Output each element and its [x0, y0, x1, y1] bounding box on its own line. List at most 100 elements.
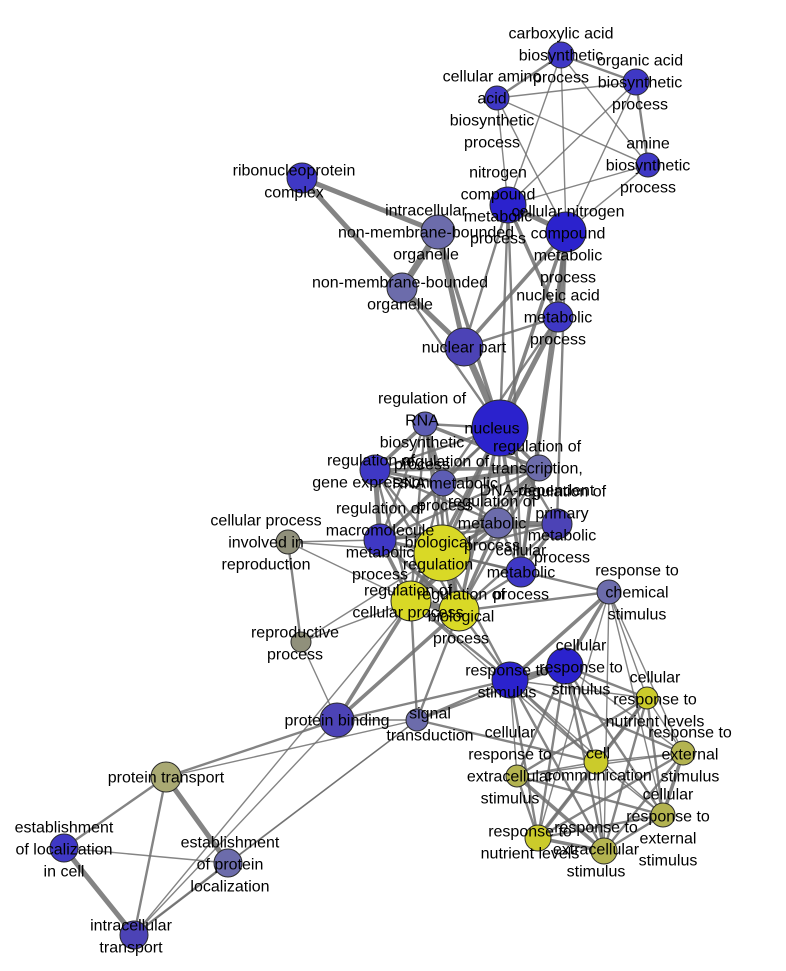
node-resp-extracell[interactable]: [590, 837, 618, 865]
node-reg-macromol[interactable]: [363, 523, 397, 557]
edge-reg-cell-proc-prot-bind: [335, 599, 413, 722]
node-resp-stim[interactable]: [491, 661, 529, 699]
node-cell-metabolic[interactable]: [505, 556, 537, 588]
node-reg-met[interactable]: [482, 507, 514, 539]
node-label-cell-nitrogen: cellular nitrogen compound metabolic proces…: [512, 204, 625, 287]
node-label-reg-primary: regulation of primary metabolic process: [518, 484, 607, 567]
edge-resp-stim-cell-resp-nutrient: [509, 679, 648, 699]
node-bio-reg[interactable]: [413, 524, 471, 582]
node-label-reg-cell-proc: regulation of cellular process: [352, 583, 463, 622]
edge-carboxylic-nitrogen-compound: [507, 54, 562, 206]
node-label-ribonucleoprotein: ribonucleoprotein complex: [233, 163, 356, 202]
edge-reg-transcription-reg-rna-met: [440, 465, 542, 486]
edge-est-loc-cell-est-prot-loc: [63, 847, 229, 864]
edge-organic-cell-nitrogen: [565, 81, 637, 233]
edge-cell-resp-extracell-cell-resp-external: [515, 774, 665, 817]
node-nitrogen-compound[interactable]: [489, 186, 527, 224]
edge-reg-macromol-reg-primary: [378, 522, 559, 542]
node-resp-nutrient[interactable]: [524, 824, 552, 852]
node-reg-rna-met[interactable]: [429, 469, 457, 497]
node-cell-nitrogen[interactable]: [545, 211, 587, 253]
node-nucleus[interactable]: [471, 399, 529, 457]
node-label-cell-resp-nutrient: cellular response to nutrient levels: [606, 670, 705, 731]
edge-cell-resp-stim-resp-external: [564, 665, 684, 754]
node-cell-resp-stim[interactable]: [546, 647, 584, 685]
node-cell-resp-external[interactable]: [650, 802, 676, 828]
edge-resp-external-resp-nutrient: [536, 751, 685, 840]
node-label-reg-met: regulation of metabolic process: [448, 494, 537, 555]
node-carboxylic[interactable]: [547, 41, 575, 69]
edge-cell-amino-cell-nitrogen: [496, 97, 567, 233]
node-sig-trans[interactable]: [405, 708, 429, 732]
node-label-organic: organic acid biosynthetic process: [597, 53, 683, 114]
node-label-amine: amine biosynthetic process: [606, 136, 691, 197]
edge-cell-resp-stim-cell-resp-extracell: [515, 664, 567, 778]
node-label-nuclear-part: nuclear part: [422, 340, 507, 357]
node-reg-gene-expr[interactable]: [359, 454, 391, 486]
node-label-nucleus: nucleus: [464, 421, 519, 438]
edge-organic-cell-amino: [496, 81, 637, 99]
node-reg-cell-proc[interactable]: [390, 580, 432, 622]
node-organic[interactable]: [622, 68, 650, 96]
edge-cpir-reg-cell-proc: [287, 541, 412, 602]
node-label-nmbo: non-membrane-bounded organelle: [312, 275, 488, 314]
edge-sig-trans-cell-resp-stim: [415, 664, 567, 722]
edge-prot-bind-intra-transport: [133, 719, 338, 936]
edge-intra-transport-sig-trans: [133, 719, 418, 936]
node-intra-nmbo[interactable]: [420, 214, 456, 250]
node-label-nucleic-acid: nucleic acid metabolic process: [516, 288, 600, 349]
node-label-resp-stim: response to stimulus: [465, 663, 549, 702]
node-reg-rna-bio[interactable]: [412, 411, 438, 437]
node-label-cell-resp-extracell: cellular response to extracellular stimulus: [467, 725, 554, 808]
node-resp-external[interactable]: [670, 740, 696, 766]
edge-reg-transcription-reg-macromol: [378, 466, 541, 542]
node-label-prot-transport: protein transport: [108, 770, 225, 787]
node-cell-resp-extracell[interactable]: [505, 764, 529, 788]
edge-prot-transport-est-prot-loc: [163, 774, 231, 866]
node-prot-transport[interactable]: [150, 761, 182, 793]
edge-reg-gene-expr-reg-met: [373, 468, 500, 525]
edge-sig-trans-cell-comm: [415, 718, 598, 764]
node-label-reg-rna-met: regulation of RNA metabolic process: [392, 454, 498, 515]
node-label-cpir: cellular process involved in reproduction: [210, 513, 321, 574]
node-reg-bio-proc[interactable]: [438, 590, 480, 632]
edge-cell-comm-resp-nutrient: [537, 761, 597, 839]
node-label-sig-trans: signal transduction: [386, 706, 473, 745]
node-intra-transport[interactable]: [119, 920, 149, 950]
edge-prot-transport-sig-trans: [165, 719, 418, 778]
node-label-bio-reg: biological regulation: [403, 535, 473, 574]
node-label-est-prot-loc: establishment of protein localization: [181, 835, 280, 896]
node-cell-comm[interactable]: [583, 749, 609, 775]
node-ribonucleoprotein[interactable]: [286, 162, 318, 194]
edge-resp-external-resp-extracell: [602, 751, 685, 853]
node-repro-proc[interactable]: [290, 631, 312, 653]
node-label-cell-metabolic: cellular metabolic process: [487, 543, 555, 604]
labels-layer: carboxylic acid biosynthetic processorgani…: [15, 26, 732, 957]
edge-intra-transport-reg-cell-proc: [133, 600, 412, 936]
node-cpir[interactable]: [275, 529, 301, 555]
edge-est-loc-cell-intra-transport: [61, 845, 137, 938]
edge-reg-transcription-reg-gene-expr: [373, 466, 541, 472]
nodes-layer: [49, 41, 696, 950]
node-cell-amino[interactable]: [484, 85, 510, 111]
edge-ribonucleoprotein-nmbo: [299, 175, 405, 291]
node-nuclear-part[interactable]: [444, 327, 484, 367]
node-resp-chem[interactable]: [596, 579, 622, 605]
edge-cell-comm-resp-extracell: [595, 761, 605, 852]
node-reg-primary[interactable]: [541, 508, 573, 540]
edge-reg-bio-proc-resp-chem: [457, 590, 611, 613]
node-prot-bind[interactable]: [319, 702, 355, 738]
node-label-cell-resp-external: cellular response to external stimulus: [626, 787, 710, 870]
edge-prot-bind-resp-stim: [335, 678, 512, 722]
node-amine[interactable]: [635, 152, 661, 178]
node-reg-transcription[interactable]: [525, 454, 553, 482]
edge-cpir-repro-proc: [286, 540, 303, 644]
edge-resp-chem-cell-resp-nutrient: [608, 591, 648, 699]
node-nmbo[interactable]: [386, 272, 418, 304]
node-nucleic-acid[interactable]: [542, 301, 574, 333]
node-cell-resp-nutrient[interactable]: [635, 686, 659, 710]
node-est-loc-cell[interactable]: [49, 833, 79, 863]
node-est-prot-loc[interactable]: [213, 848, 243, 878]
